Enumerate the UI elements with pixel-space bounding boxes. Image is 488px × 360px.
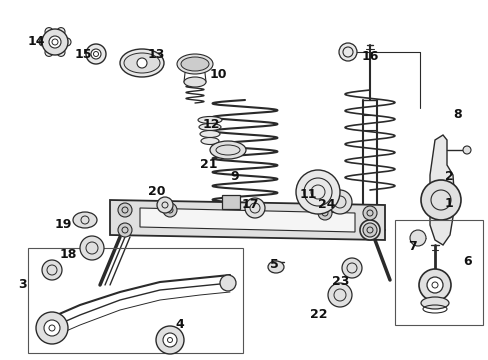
Text: 19: 19 xyxy=(55,218,72,231)
Text: 9: 9 xyxy=(229,170,238,183)
Circle shape xyxy=(137,58,147,68)
Circle shape xyxy=(57,28,65,36)
Text: 4: 4 xyxy=(175,318,183,331)
Ellipse shape xyxy=(267,261,284,273)
Circle shape xyxy=(39,38,47,46)
Text: 17: 17 xyxy=(242,198,259,211)
Bar xyxy=(28,248,243,353)
Text: 22: 22 xyxy=(309,308,327,321)
Text: 16: 16 xyxy=(361,50,379,63)
Circle shape xyxy=(163,333,177,347)
Circle shape xyxy=(244,198,264,218)
Text: 24: 24 xyxy=(317,198,335,211)
Circle shape xyxy=(338,43,356,61)
Circle shape xyxy=(45,48,53,57)
Text: 21: 21 xyxy=(200,158,217,171)
Polygon shape xyxy=(140,208,354,232)
Circle shape xyxy=(36,312,68,344)
Text: 5: 5 xyxy=(269,258,278,271)
Bar xyxy=(222,195,240,209)
Ellipse shape xyxy=(199,123,221,130)
Text: 18: 18 xyxy=(60,248,77,261)
Circle shape xyxy=(295,170,339,214)
Text: 8: 8 xyxy=(452,108,461,121)
Ellipse shape xyxy=(183,77,205,87)
Circle shape xyxy=(420,180,460,220)
Circle shape xyxy=(118,223,132,237)
Circle shape xyxy=(49,36,61,48)
Circle shape xyxy=(317,206,331,220)
Text: 3: 3 xyxy=(18,278,26,291)
Ellipse shape xyxy=(124,53,160,73)
Text: 10: 10 xyxy=(209,68,227,81)
Text: 20: 20 xyxy=(148,185,165,198)
Circle shape xyxy=(327,283,351,307)
Circle shape xyxy=(426,277,442,293)
Circle shape xyxy=(80,236,104,260)
Circle shape xyxy=(359,220,379,240)
Ellipse shape xyxy=(181,57,208,71)
Circle shape xyxy=(44,320,60,336)
Circle shape xyxy=(220,275,236,291)
Circle shape xyxy=(57,48,65,57)
Circle shape xyxy=(418,269,450,301)
Circle shape xyxy=(327,190,351,214)
Circle shape xyxy=(362,206,376,220)
Circle shape xyxy=(45,28,53,36)
Text: 14: 14 xyxy=(28,35,45,48)
Text: 2: 2 xyxy=(444,170,453,183)
Text: 23: 23 xyxy=(331,275,348,288)
Polygon shape xyxy=(110,200,384,240)
Circle shape xyxy=(63,38,71,46)
Circle shape xyxy=(341,258,361,278)
Ellipse shape xyxy=(73,212,97,228)
Text: 1: 1 xyxy=(444,197,453,210)
Polygon shape xyxy=(429,135,454,245)
Circle shape xyxy=(156,326,183,354)
Ellipse shape xyxy=(120,49,163,77)
Ellipse shape xyxy=(209,141,245,159)
Ellipse shape xyxy=(201,138,219,144)
Ellipse shape xyxy=(177,54,213,74)
Text: 7: 7 xyxy=(407,240,416,253)
Circle shape xyxy=(118,203,132,217)
Text: 6: 6 xyxy=(462,255,470,268)
Circle shape xyxy=(163,203,177,217)
Circle shape xyxy=(42,29,68,55)
Ellipse shape xyxy=(420,297,448,309)
Circle shape xyxy=(91,49,101,59)
Circle shape xyxy=(86,44,106,64)
Circle shape xyxy=(462,146,470,154)
Text: 13: 13 xyxy=(148,48,165,61)
Circle shape xyxy=(42,260,62,280)
Bar xyxy=(394,220,482,325)
Text: 12: 12 xyxy=(203,118,220,131)
Ellipse shape xyxy=(198,117,222,123)
Text: 11: 11 xyxy=(299,188,317,201)
Circle shape xyxy=(157,197,173,213)
Text: 15: 15 xyxy=(75,48,92,61)
Circle shape xyxy=(362,223,376,237)
Circle shape xyxy=(409,230,425,246)
Ellipse shape xyxy=(200,130,220,138)
